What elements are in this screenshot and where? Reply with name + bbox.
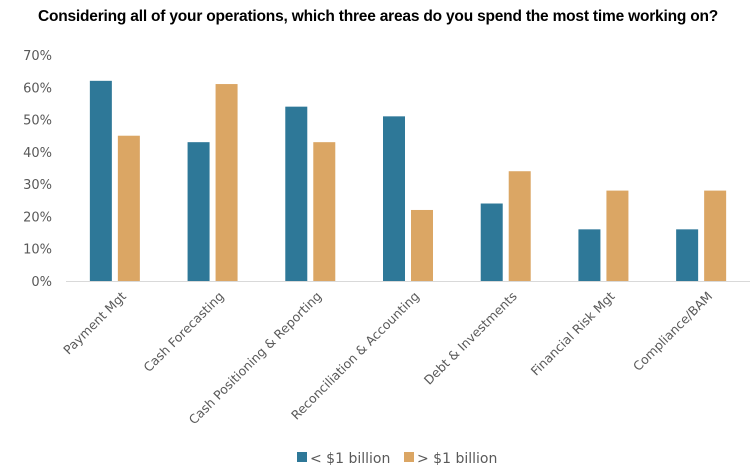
chart-title: Considering all of your operations, whic… [37,8,719,25]
bar-over-1b [606,190,629,281]
bars [89,80,727,282]
y-tick-label: 20% [23,210,52,225]
bar-under-1b [676,229,699,281]
y-tick-label: 60% [23,81,52,96]
bar-under-1b [383,116,405,281]
x-tick-label: Debt & Investments [421,289,520,388]
bar-over-1b [313,142,336,281]
x-tick-label: Cash Forecasting [140,289,226,375]
x-tick-label: Payment Mgt [60,288,129,357]
bar-under-1b [89,80,112,281]
bar-over-1b [508,171,531,281]
y-tick-label: 50% [23,114,52,129]
y-tick-label: 0% [31,275,52,290]
x-tick-label: Financial Risk Mgt [528,288,618,378]
bar-under-1b [578,229,601,281]
legend-swatch [297,452,307,462]
y-tick-label: 30% [23,178,52,193]
bar-over-1b [704,190,727,281]
bar-under-1b [285,106,308,282]
bar-over-1b [117,135,140,281]
y-tick-label: 40% [23,146,52,161]
y-tick-label: 70% [23,49,52,64]
y-axis: 0% 10% 20% 30% 40% 50% 60% 70% [23,49,52,290]
legend: < $1 billion > $1 billion [297,451,497,467]
bar-under-1b [480,203,503,281]
x-tick-label: Compliance/BAM [630,289,715,374]
bar-over-1b [411,209,433,281]
bar-under-1b [187,142,210,281]
legend-label: > $1 billion [417,451,497,467]
y-tick-label: 10% [23,243,52,258]
bar-over-1b [215,84,238,281]
legend-swatch [404,452,414,462]
legend-label: < $1 billion [310,451,390,467]
